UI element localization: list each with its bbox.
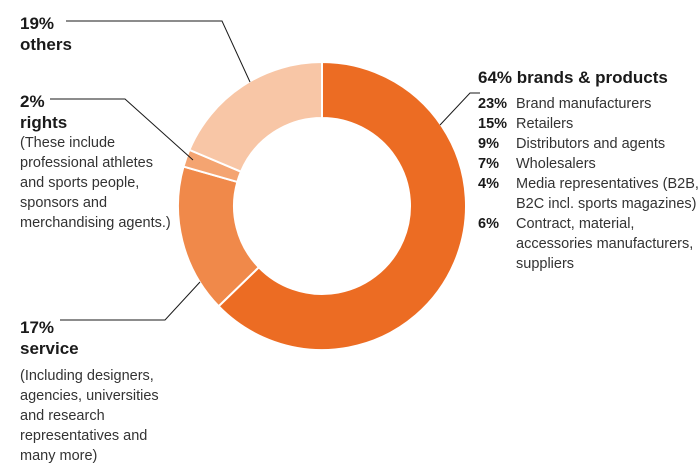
- brand-item: 4% Media representatives (B2B, B2C incl. …: [478, 174, 700, 214]
- brand-item: 15% Retailers: [478, 114, 700, 134]
- brands-breakdown-list: 23% Brand manufacturers 15% Retailers 9% Dist…: [478, 94, 700, 274]
- service-label: service: [20, 339, 79, 358]
- brand-item: 6% Contract, material, accessories manufa…: [478, 214, 700, 274]
- others-percent: 19%: [20, 14, 55, 33]
- service-percent: 17%: [20, 318, 55, 337]
- leader-line-brands: [439, 92, 480, 126]
- brand-item-percent: 7%: [478, 156, 499, 172]
- donut-slice-others: [188, 60, 323, 174]
- leader-line-others: [66, 20, 251, 83]
- leader-lines: [50, 20, 480, 321]
- brands-title: 64% brands & products: [478, 68, 668, 87]
- brand-item: 9% Distributors and agents: [478, 134, 700, 154]
- leader-line-rights: [50, 98, 194, 161]
- brand-item-percent: 15%: [478, 116, 508, 132]
- brand-item-label: Wholesalers: [516, 156, 596, 172]
- callout-others: 19% others: [20, 13, 72, 55]
- brand-item: 7% Wholesalers: [478, 154, 700, 174]
- leader-line-service: [60, 281, 201, 321]
- brand-item-label: Brand manufacturers: [516, 96, 652, 112]
- callout-brands: 64% brands & products 23% Brand manufactu…: [478, 67, 700, 274]
- callout-rights: 2% rights (These include professional at…: [20, 91, 180, 233]
- rights-note: (These include professional athletes and…: [20, 135, 171, 231]
- rights-percent: 2%: [20, 92, 45, 111]
- brand-item-percent: 6%: [478, 216, 499, 232]
- others-label: others: [20, 35, 72, 54]
- brand-item: 23% Brand manufacturers: [478, 94, 700, 114]
- service-note: (Including designers, agencies, universi…: [20, 368, 159, 464]
- brand-item-percent: 4%: [478, 176, 499, 192]
- brand-item-percent: 9%: [478, 136, 499, 152]
- brand-item-label: Contract, material, accessories manufact…: [516, 216, 694, 272]
- donut-slice-brands-products: [217, 60, 467, 351]
- donut-slices: [177, 60, 467, 351]
- rights-label: rights: [20, 113, 68, 132]
- brand-item-label: Distributors and agents: [516, 136, 666, 152]
- brand-item-label: Retailers: [516, 116, 574, 132]
- brand-item-label: Media representatives (B2B, B2C incl. sp…: [516, 176, 699, 212]
- brand-item-percent: 23%: [478, 96, 508, 112]
- callout-service: 17% service (Including designers, agenci…: [20, 317, 185, 466]
